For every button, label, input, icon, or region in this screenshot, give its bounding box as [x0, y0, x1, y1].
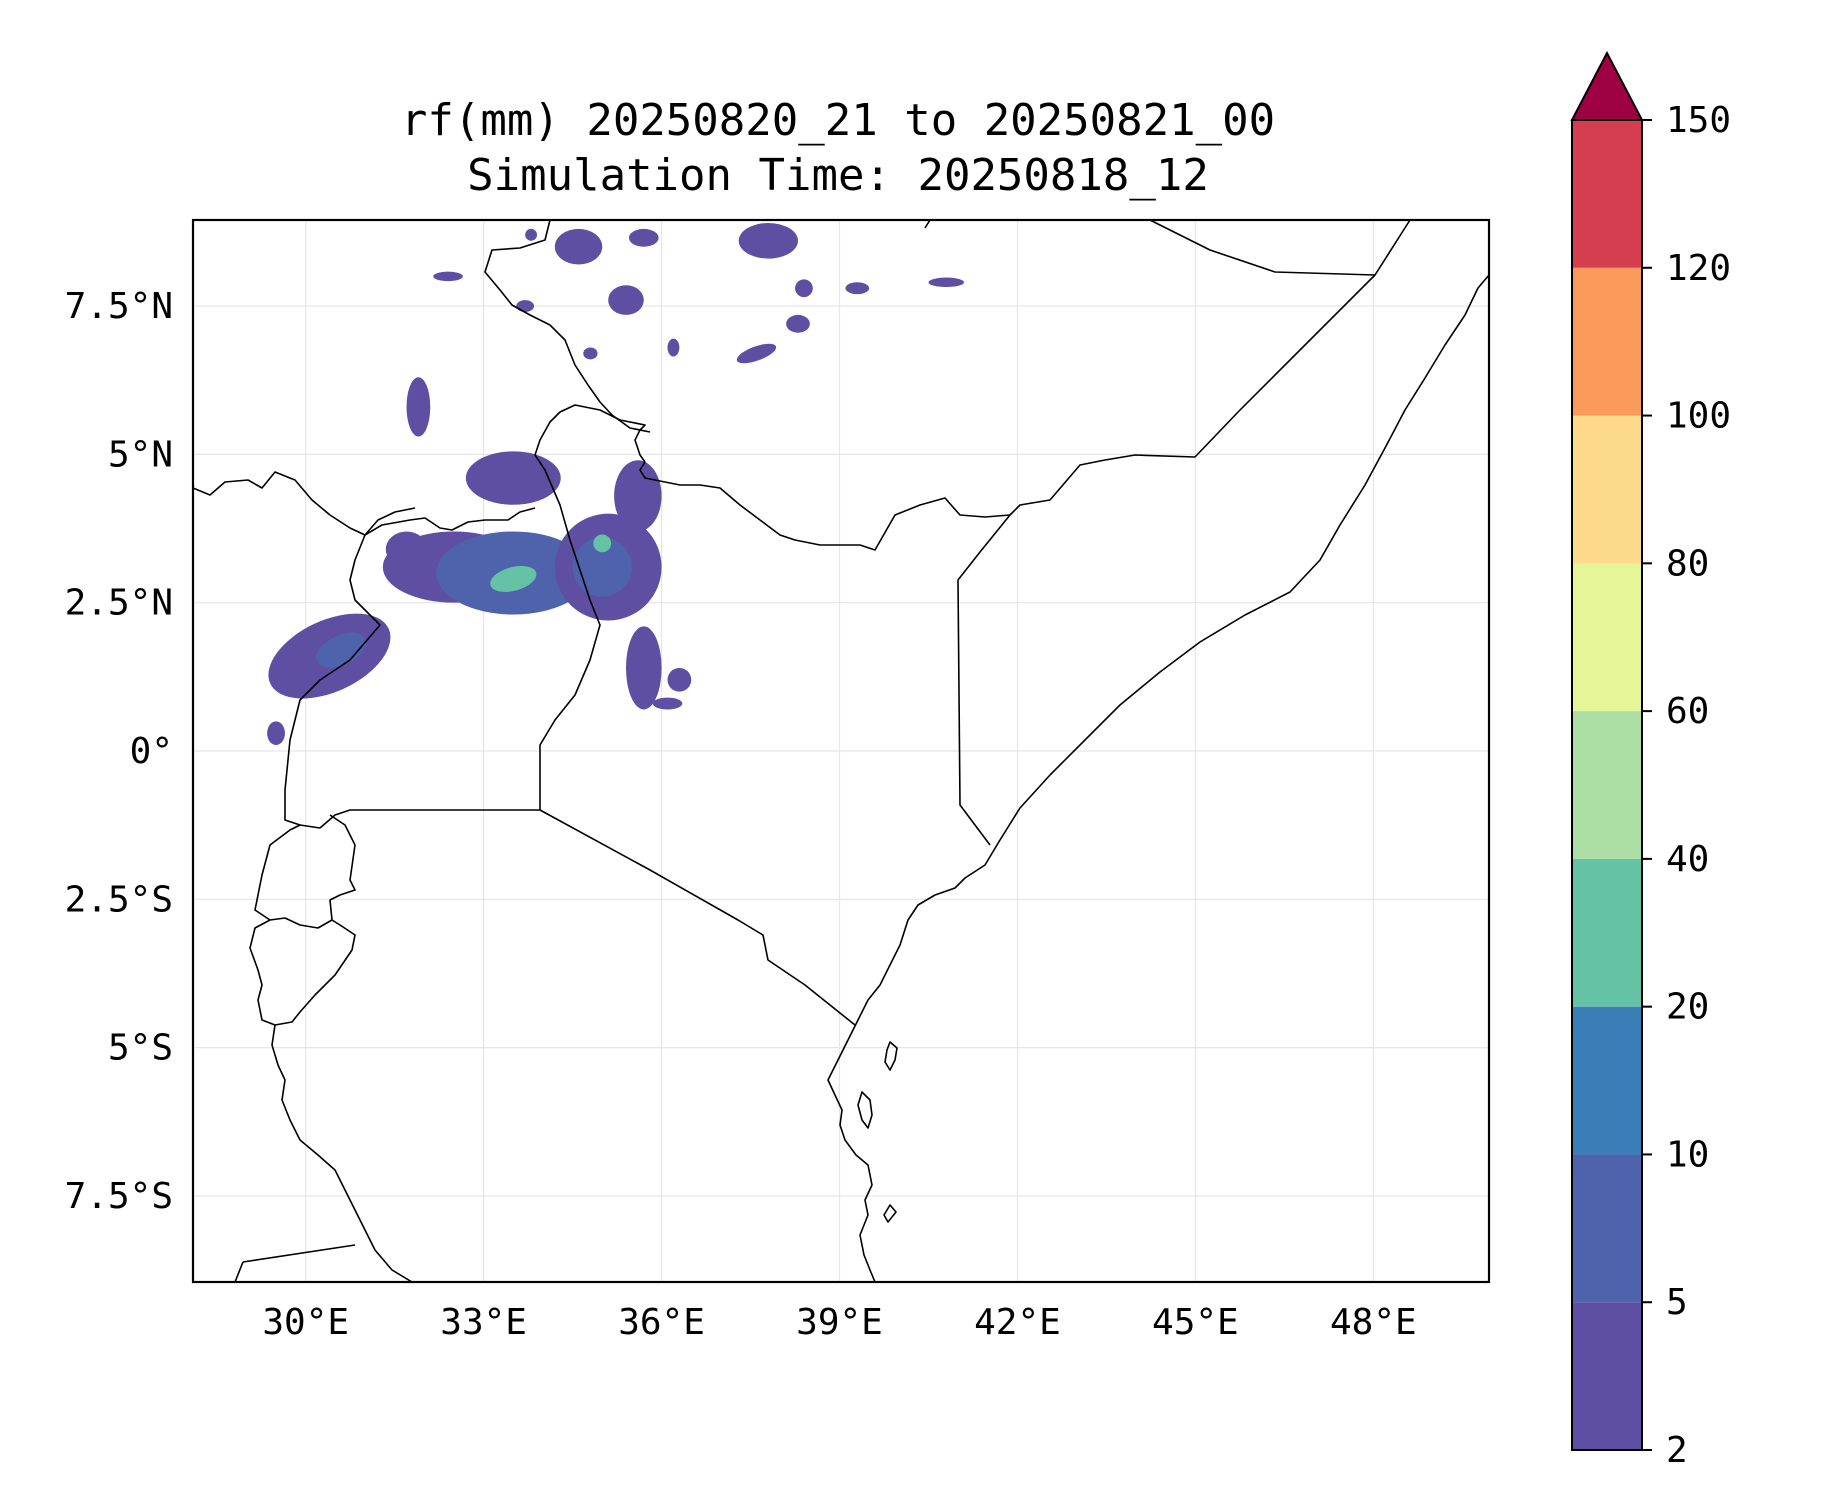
colorbar-extend-arrow [1570, 50, 1644, 121]
rain-patch [406, 377, 431, 437]
colorbar: 2 5 10 20 40 60 80 100 120 150 [1570, 50, 1731, 1471]
rain-patch [667, 338, 680, 357]
island-mafia [883, 1204, 897, 1223]
colorbar-tick-label: 80 [1666, 543, 1709, 584]
colorbar-tick-label: 150 [1666, 100, 1731, 141]
map-frame [191, 218, 1491, 1284]
rain-patch [525, 228, 538, 241]
colorbar-segment [1572, 267, 1642, 416]
colorbar-frame [1571, 119, 1643, 1451]
colorbar-segment [1572, 711, 1642, 859]
colorbar-tick-label: 40 [1666, 839, 1709, 880]
map-title-line2: Simulation Time: 20250818_12 [467, 150, 1209, 201]
y-axis-tick-labels: 7.5°N 5°N 2.5°N 0° 2.5°S 5°S 7.5°S [65, 286, 173, 1217]
rain-patch [465, 451, 561, 505]
colorbar-segment [1572, 1006, 1642, 1155]
rain-patch [593, 534, 612, 553]
x-axis-tick-labels: 30°E 33°E 36°E 39°E 42°E 45°E 48°E [262, 1302, 1416, 1343]
boundary-uganda-kenya [534, 454, 601, 810]
rain-patch [316, 632, 367, 668]
x-tick-label: 48°E [1330, 1302, 1417, 1343]
y-tick-label: 7.5°N [65, 286, 173, 327]
boundary-ethiopia-sudan [924, 220, 931, 229]
rain-patch [667, 667, 692, 692]
rain-patch [583, 347, 598, 360]
x-tick-label: 45°E [1152, 1302, 1239, 1343]
rain-patch [516, 300, 535, 312]
rain-patch [433, 271, 463, 282]
colorbar-segment [1572, 563, 1642, 712]
boundary-southsudan-ethiopia [484, 220, 651, 433]
coastline-east-africa [827, 274, 1489, 1282]
boundary-uganda-drc [284, 534, 381, 826]
colorbar-tick-label: 100 [1666, 396, 1731, 437]
colorbar-segment [1572, 120, 1642, 268]
x-tick-label: 33°E [440, 1302, 527, 1343]
boundary-ethiopia-somalia [1009, 220, 1411, 516]
island-pemba [884, 1041, 898, 1071]
boundary-kenya-somalia [957, 514, 1011, 846]
rain-patch [572, 537, 632, 597]
colorbar-segment [1572, 415, 1642, 564]
boundary-zambia-tanzania [242, 1244, 356, 1263]
colorbar-tick-label: 2 [1666, 1430, 1688, 1471]
gridlines [193, 220, 1489, 1282]
rain-patch [385, 531, 428, 568]
boundary-drc-tanzania [271, 1024, 413, 1282]
y-tick-label: 5°S [108, 1028, 173, 1069]
map-area [193, 220, 1489, 1282]
boundary-ethiopia-djibouti [1149, 220, 1376, 276]
y-tick-label: 2.5°N [65, 583, 173, 624]
colorbar-segment [1572, 858, 1642, 1007]
boundary-burundi-tanzania [249, 919, 356, 1026]
colorbar-tick-labels: 2 5 10 20 40 60 80 100 120 150 [1642, 100, 1731, 1471]
rain-patch [628, 228, 659, 247]
boundary-ilemi [534, 404, 646, 463]
y-tick-label: 2.5°S [65, 879, 173, 920]
x-tick-label: 30°E [262, 1302, 349, 1343]
x-tick-label: 36°E [618, 1302, 705, 1343]
boundary-kenya-ethiopia [639, 461, 1011, 551]
colorbar-tick-label: 10 [1666, 1134, 1709, 1175]
rain-patch [554, 228, 603, 265]
rain-patch [928, 277, 965, 288]
map-title-line1: rf(mm) 20250820_21 to 20250821_00 [401, 95, 1275, 146]
country-boundaries [193, 220, 1489, 1282]
rain-patch [738, 222, 798, 259]
x-tick-label: 42°E [974, 1302, 1061, 1343]
boundary-southsudan-drc [364, 507, 416, 536]
y-tick-label: 0° [130, 731, 173, 772]
rain-patch [625, 626, 662, 710]
rain-patch [614, 460, 662, 532]
rain-patch [652, 697, 683, 710]
colorbar-tick-label: 20 [1666, 987, 1709, 1028]
colorbar-tick-label: 60 [1666, 691, 1709, 732]
colorbar-tick-label: 5 [1666, 1282, 1688, 1323]
y-tick-label: 7.5°S [65, 1176, 173, 1217]
rain-patch [845, 282, 870, 295]
y-tick-label: 5°N [108, 434, 173, 475]
island-zanzibar [857, 1091, 873, 1129]
rain-patch [736, 343, 777, 364]
boundary-kenya-tanzania [319, 809, 856, 1026]
rain-patch [608, 285, 644, 315]
rain-patch [795, 279, 813, 298]
rain-patch [786, 314, 810, 333]
boundary-rwanda-burundi [254, 814, 356, 929]
colorbar-segment [1572, 1302, 1642, 1450]
rain-patch [490, 565, 537, 592]
rainfall-contours [267, 222, 965, 746]
boundary-southwest-corner [234, 1261, 244, 1282]
x-tick-label: 39°E [796, 1302, 883, 1343]
colorbar-segment [1572, 1154, 1642, 1303]
colorbar-tick-label: 120 [1666, 248, 1731, 289]
colorbar-segments [1572, 120, 1642, 1450]
rain-patch [267, 721, 285, 746]
